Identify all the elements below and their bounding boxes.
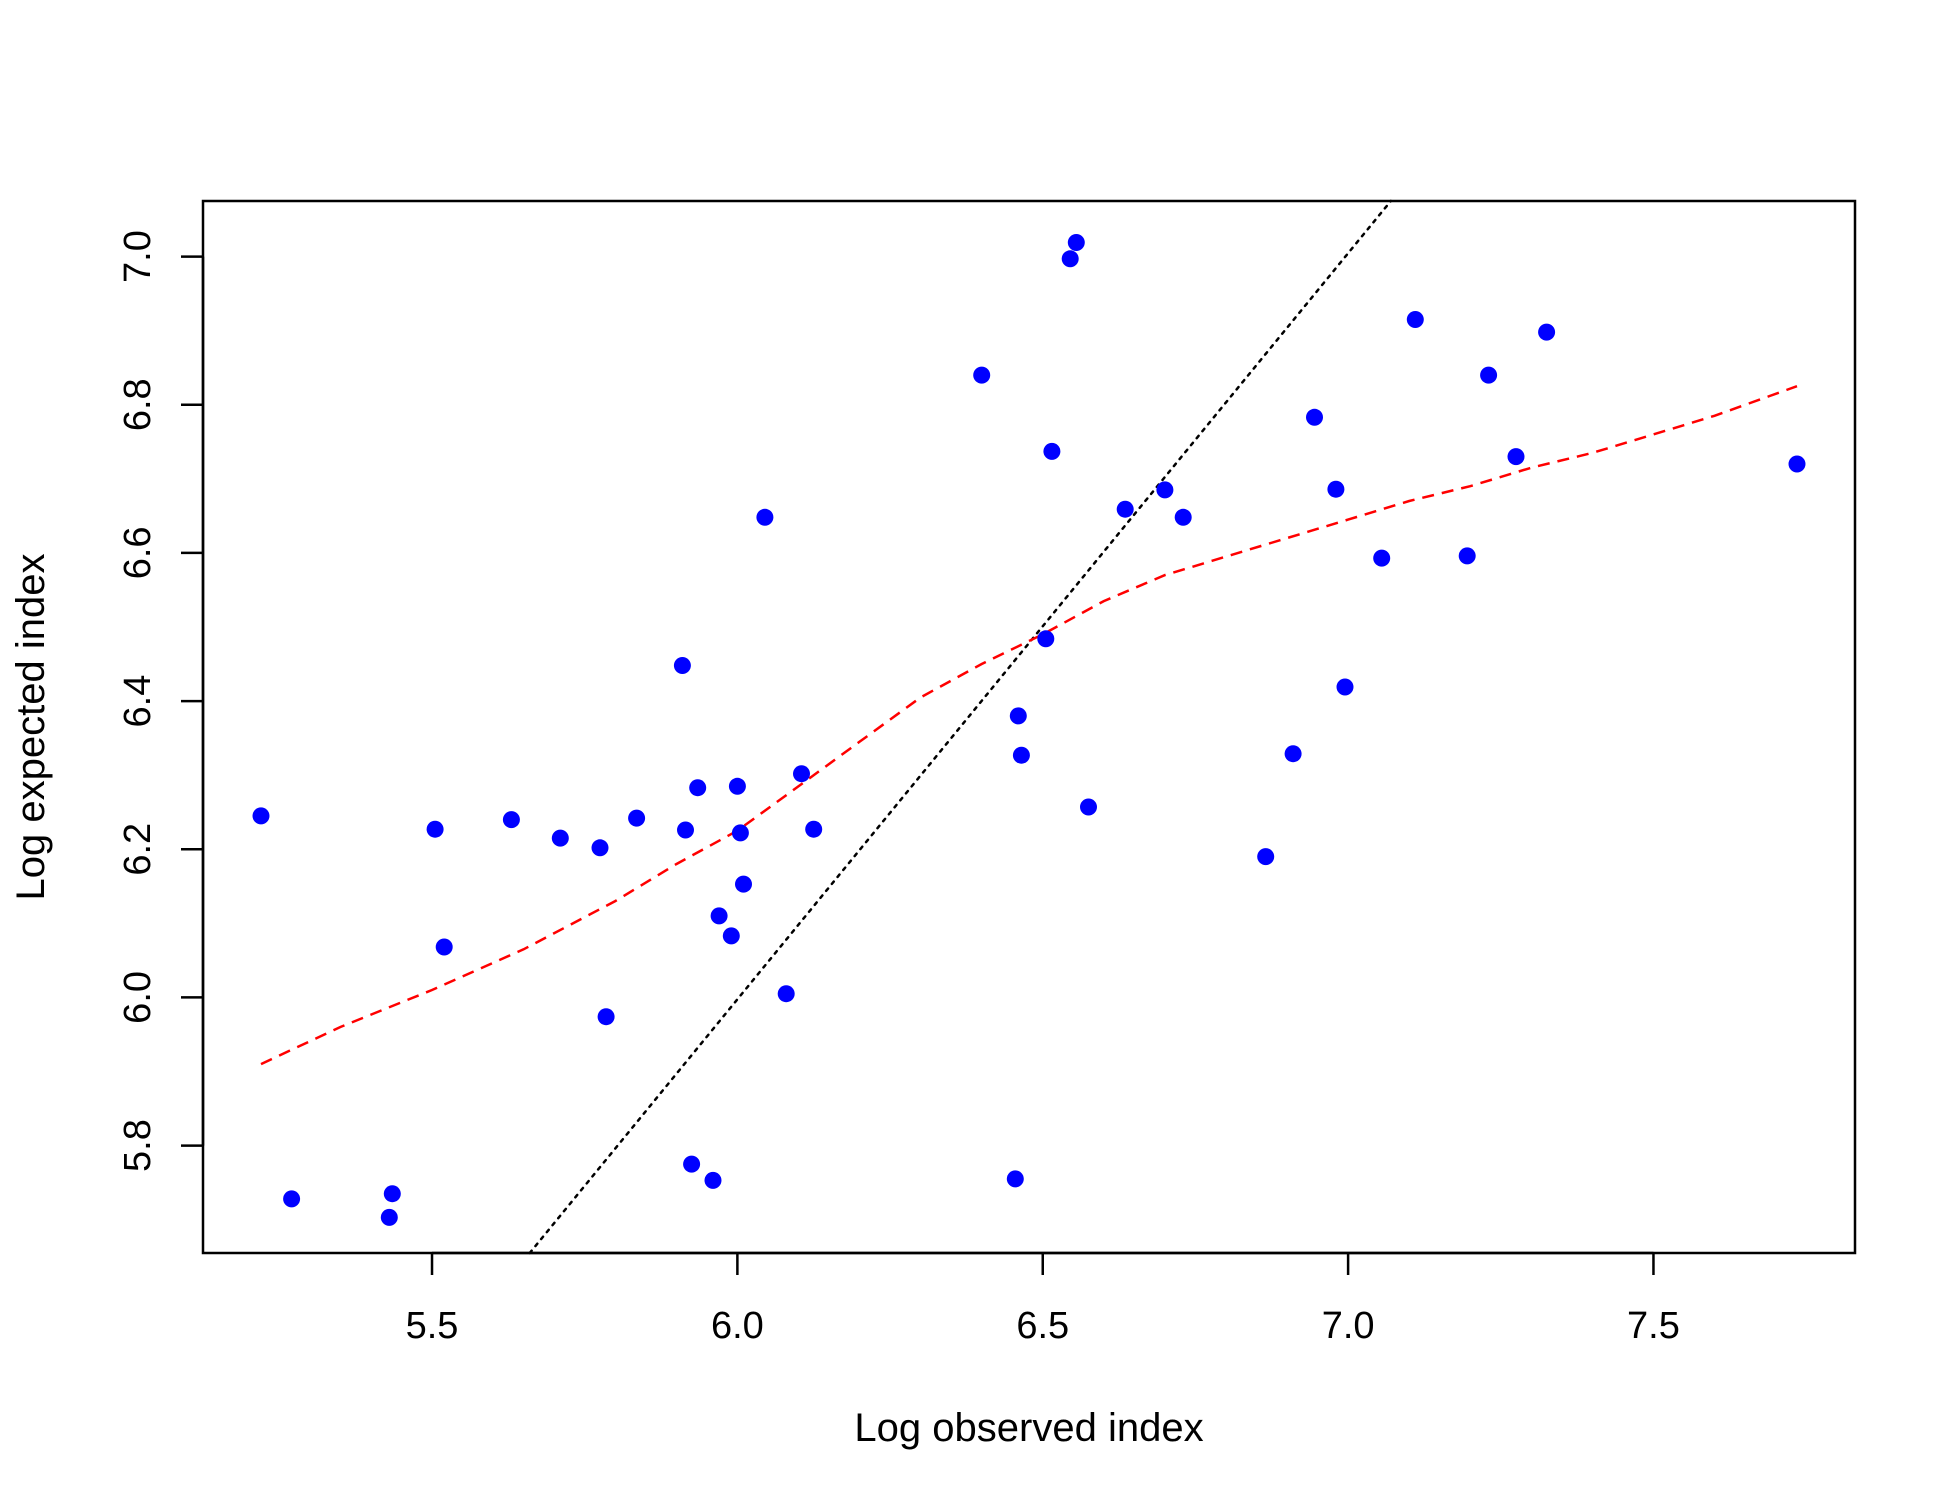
data-point (380, 1208, 398, 1226)
data-point (1507, 448, 1525, 466)
data-point (1257, 848, 1275, 866)
y-tick-label: 6.6 (117, 526, 159, 579)
data-point (793, 765, 810, 783)
x-tick-label: 6.5 (1016, 1305, 1069, 1347)
data-point (722, 927, 740, 945)
data-point (1080, 798, 1097, 816)
data-point (683, 1155, 701, 1173)
y-tick-label: 6.4 (117, 675, 159, 728)
smooth-line (260, 385, 1798, 1066)
x-axis: 5.5 6.0 6.5 7.0 7.5 (406, 1251, 1680, 1347)
x-axis-title: Log observed index (854, 1406, 1203, 1450)
data-point (673, 657, 691, 674)
data-point (383, 1185, 401, 1203)
data-point (1406, 311, 1424, 328)
data-point (1458, 547, 1476, 565)
plot-area (201, 199, 1857, 1255)
x-tick-label: 5.5 (406, 1305, 459, 1347)
data-point (1116, 500, 1134, 518)
data-point (1373, 549, 1391, 567)
data-point (1284, 745, 1302, 763)
data-point (777, 985, 795, 1003)
data-point (1006, 1170, 1024, 1188)
x-tick-label: 7.0 (1322, 1305, 1375, 1347)
data-point (1306, 408, 1323, 426)
data-point (426, 820, 444, 838)
data-points (252, 234, 1806, 1226)
data-point (805, 820, 823, 838)
data-point (1480, 366, 1498, 384)
data-point (597, 1008, 615, 1026)
data-point (502, 811, 520, 829)
y-tick-label: 6.2 (117, 823, 159, 876)
data-point (435, 938, 453, 956)
data-point (1012, 746, 1030, 764)
data-point (1174, 508, 1192, 526)
reference-line (528, 199, 1393, 1255)
data-point (677, 821, 694, 839)
data-point (710, 907, 728, 925)
data-point (728, 777, 746, 795)
data-point (1788, 455, 1806, 473)
data-point (1037, 630, 1055, 648)
data-point (1336, 678, 1354, 696)
y-axis-title: Log expected index (9, 554, 53, 901)
data-point (735, 875, 752, 893)
smooth-line-layer (260, 385, 1798, 1066)
data-point (973, 366, 991, 384)
data-point (1327, 480, 1345, 498)
data-point (731, 824, 749, 842)
data-point (1067, 234, 1085, 251)
y-tick-label: 5.8 (117, 1119, 159, 1172)
data-point (756, 508, 774, 526)
data-point (628, 809, 646, 827)
y-tick-label: 6.8 (117, 378, 159, 431)
data-point (689, 779, 707, 797)
data-point (704, 1171, 722, 1189)
data-point (551, 829, 569, 847)
data-point (1009, 707, 1027, 725)
reference-line-layer (528, 199, 1393, 1255)
data-point (283, 1190, 301, 1208)
y-tick-label: 6.0 (117, 971, 159, 1024)
y-tick-label: 7.0 (117, 230, 159, 283)
x-tick-label: 7.5 (1627, 1305, 1680, 1347)
data-point (1156, 481, 1174, 499)
data-point (591, 839, 609, 857)
plot-frame (201, 199, 1857, 1255)
y-axis: 5.8 6.0 6.2 6.4 6.6 6.8 7.0 (117, 230, 205, 1172)
data-point (252, 807, 270, 825)
data-point (1061, 250, 1079, 268)
x-tick-label: 6.0 (711, 1305, 764, 1347)
data-point (1538, 323, 1556, 341)
data-point (1043, 442, 1061, 460)
